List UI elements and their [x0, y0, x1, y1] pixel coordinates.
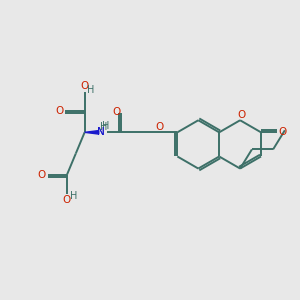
Text: H: H: [100, 122, 107, 132]
Text: N: N: [97, 127, 105, 137]
Polygon shape: [85, 130, 99, 134]
Text: O: O: [112, 107, 120, 117]
Text: O: O: [80, 81, 89, 91]
Text: O: O: [38, 170, 46, 180]
Text: H: H: [87, 85, 95, 94]
Text: N: N: [97, 127, 105, 137]
Text: H: H: [101, 122, 109, 131]
Text: O: O: [278, 127, 286, 137]
Text: O: O: [238, 110, 246, 120]
Text: O: O: [56, 106, 64, 116]
Text: O: O: [63, 195, 71, 205]
Text: O: O: [156, 122, 164, 132]
Text: H: H: [70, 191, 77, 201]
